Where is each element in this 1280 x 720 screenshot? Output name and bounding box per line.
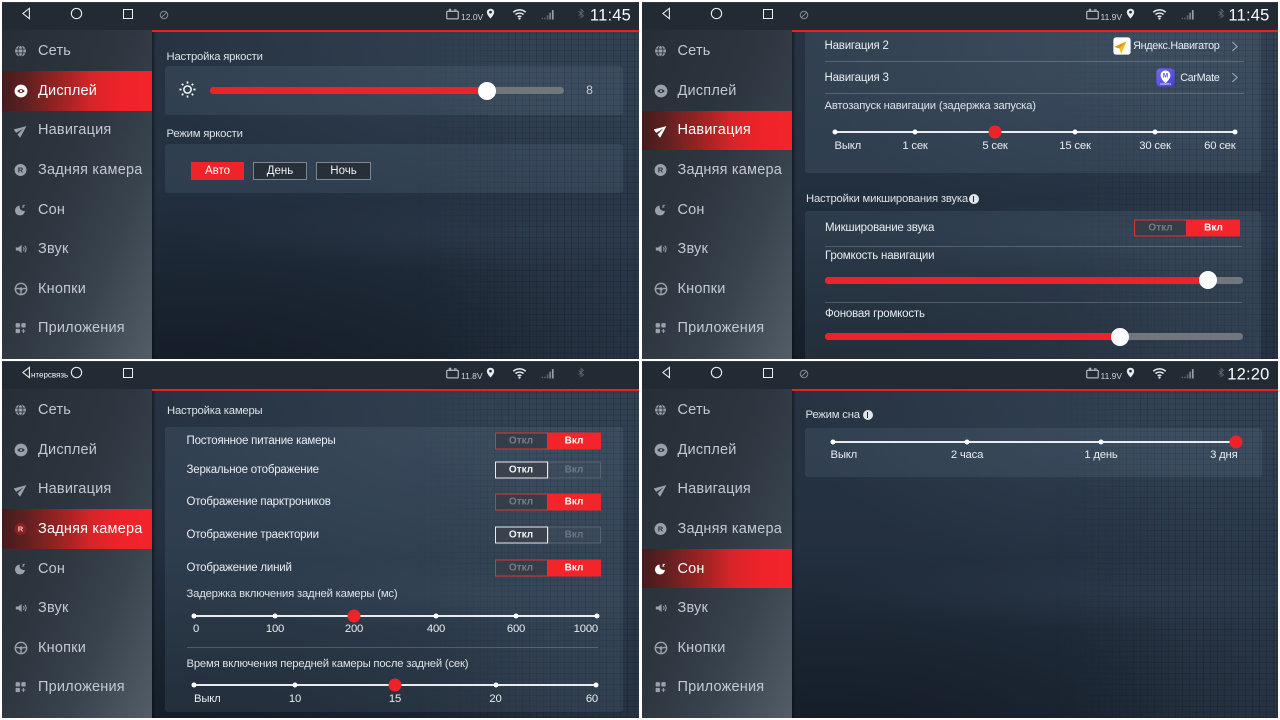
svg-text:R: R <box>18 166 24 175</box>
svg-text:R: R <box>657 525 663 534</box>
svg-text:R: R <box>657 166 663 175</box>
svg-text:M: M <box>1162 73 1167 80</box>
svg-text:CARMATE: CARMATE <box>1159 83 1171 86</box>
svg-text:R: R <box>18 525 24 534</box>
